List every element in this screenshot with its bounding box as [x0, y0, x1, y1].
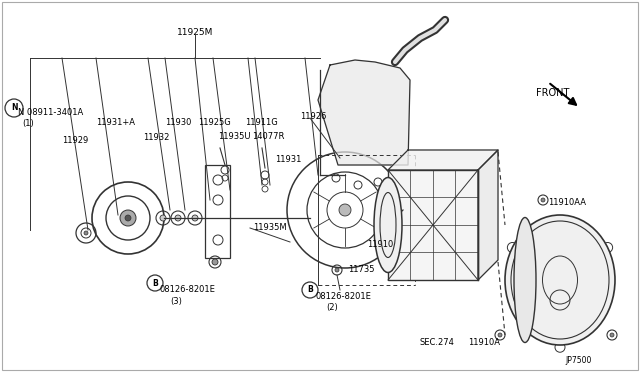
Text: 11935M: 11935M — [253, 223, 287, 232]
Circle shape — [335, 268, 339, 272]
Text: N 08911-3401A: N 08911-3401A — [18, 108, 83, 117]
Circle shape — [212, 259, 218, 265]
Text: 11930: 11930 — [165, 118, 191, 127]
Text: FRONT: FRONT — [536, 88, 570, 98]
Circle shape — [120, 210, 136, 226]
Polygon shape — [478, 150, 498, 280]
Text: 11929: 11929 — [62, 136, 88, 145]
Text: 11925G: 11925G — [198, 118, 231, 127]
Text: 11926: 11926 — [300, 112, 326, 121]
Text: 11911G: 11911G — [245, 118, 278, 127]
Text: 11910A: 11910A — [468, 338, 500, 347]
Text: 14077R: 14077R — [252, 132, 284, 141]
Text: (1): (1) — [22, 119, 34, 128]
Circle shape — [339, 204, 351, 216]
Circle shape — [498, 333, 502, 337]
Text: B: B — [152, 279, 158, 288]
Polygon shape — [318, 60, 410, 165]
Ellipse shape — [514, 218, 536, 343]
Text: 11735: 11735 — [348, 265, 374, 274]
Text: 08126-8201E: 08126-8201E — [160, 285, 216, 294]
Circle shape — [160, 215, 166, 221]
Text: 08126-8201E: 08126-8201E — [316, 292, 372, 301]
Text: (2): (2) — [326, 303, 338, 312]
Text: 11931: 11931 — [275, 155, 301, 164]
Circle shape — [610, 333, 614, 337]
Circle shape — [125, 215, 131, 221]
Bar — [388, 170, 478, 280]
Polygon shape — [388, 150, 498, 170]
Text: N: N — [11, 103, 17, 112]
Text: 11910AA: 11910AA — [548, 198, 586, 207]
Text: JP7500: JP7500 — [565, 356, 591, 365]
Text: SEC.274: SEC.274 — [420, 338, 455, 347]
Text: 11925M: 11925M — [177, 28, 213, 37]
Circle shape — [192, 215, 198, 221]
Text: 11910: 11910 — [367, 240, 393, 249]
Text: 11932: 11932 — [143, 133, 170, 142]
Circle shape — [541, 198, 545, 202]
Circle shape — [175, 215, 181, 221]
Bar — [205, 165, 230, 258]
Text: (3): (3) — [170, 297, 182, 306]
Text: 11935U: 11935U — [218, 132, 250, 141]
Ellipse shape — [505, 215, 615, 345]
Ellipse shape — [374, 177, 402, 273]
Text: 11931+A: 11931+A — [96, 118, 135, 127]
Circle shape — [84, 231, 88, 235]
Text: B: B — [307, 285, 313, 295]
